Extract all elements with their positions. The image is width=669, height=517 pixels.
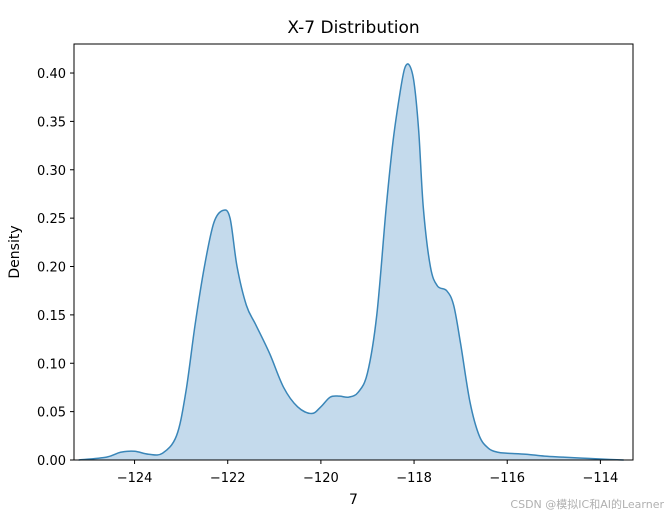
y-tick-label: 0.05 [37,406,66,421]
y-tick-label: 0.10 [37,357,66,372]
plot-frame [73,43,634,461]
y-tick-label: 0.15 [37,309,66,324]
chart-title: X-7 Distribution [287,18,419,38]
y-tick-label: 0.00 [37,454,66,469]
x-axis-label: 7 [349,492,358,508]
x-tick-label: −118 [396,471,432,486]
density-area-fill [78,63,624,461]
x-tick-label: −122 [210,471,246,486]
x-tick-label: −116 [489,471,525,486]
watermark: CSDN @模拟IC和AI的Learner [510,497,664,511]
x-axis: −124 −122 −120 −118 −116 −114 [117,460,619,486]
y-tick-label: 0.20 [37,261,66,276]
y-tick-label: 0.40 [37,67,66,82]
x-tick-label: −124 [117,471,153,486]
x-tick-label: −114 [583,471,619,486]
x-tick-label: −120 [303,471,339,486]
density-line [78,63,624,461]
y-tick-label: 0.25 [37,212,66,227]
y-tick-label: 0.30 [37,164,66,179]
y-axis-label: Density [7,225,23,278]
y-tick-label: 0.35 [37,115,66,130]
y-axis: 0.00 0.05 0.10 0.15 0.20 0.25 0.30 0.35 0.40 [37,67,74,469]
